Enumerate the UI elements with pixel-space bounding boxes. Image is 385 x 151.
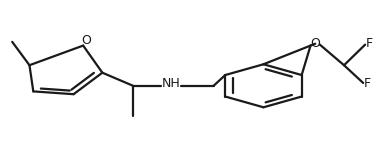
Text: F: F (365, 37, 373, 50)
Text: F: F (363, 77, 371, 90)
Text: NH: NH (162, 77, 181, 90)
Text: O: O (310, 37, 320, 50)
Text: O: O (81, 34, 91, 47)
